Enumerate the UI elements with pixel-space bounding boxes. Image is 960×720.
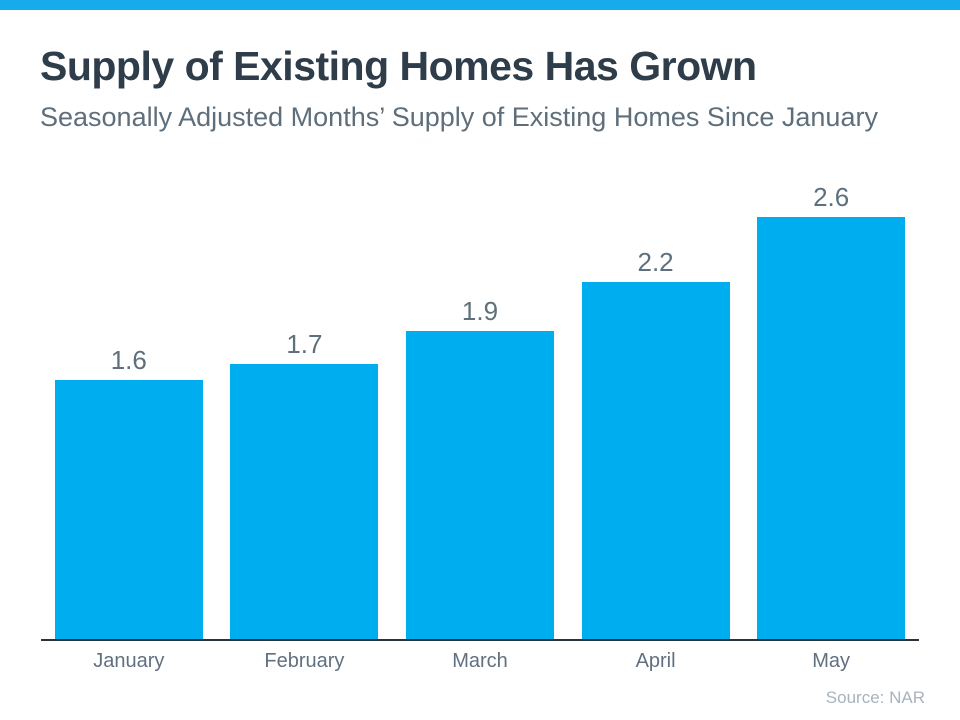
x-axis-line [41,639,919,641]
x-axis-labels: January February March April May [41,649,919,673]
bar-column: 1.7 [217,331,393,640]
source-attribution: Source: NAR [825,688,925,707]
bar [757,217,906,640]
bar-column: 1.9 [392,298,568,640]
bar-value-label: 2.6 [813,182,850,212]
page-title: Supply of Existing Homes Has Grown [40,43,757,89]
bar-chart-plot-area: 1.6 1.7 1.9 2.2 2.6 [41,120,919,640]
bar [54,380,203,640]
bar-column: 2.6 [743,184,919,640]
bar-column: 2.2 [568,249,744,640]
x-axis-tick-label: May [812,650,851,672]
bar-value-label: 2.2 [637,247,674,277]
bar [230,364,379,640]
bar-value-label: 1.7 [286,329,323,359]
page-subtitle: Seasonally Adjusted Months’ Supply of Ex… [40,102,878,132]
x-axis-tick-label: February [264,650,345,672]
bar [581,282,730,640]
bar-column: 1.6 [41,347,217,640]
bar [405,331,554,640]
bar-value-label: 1.9 [461,296,499,326]
brand-accent-strip [0,0,960,10]
bar-value-label: 1.6 [110,345,147,375]
x-axis-tick-label: April [635,650,676,672]
x-axis-tick-label: March [452,650,508,672]
x-axis-tick-label: January [93,650,165,672]
